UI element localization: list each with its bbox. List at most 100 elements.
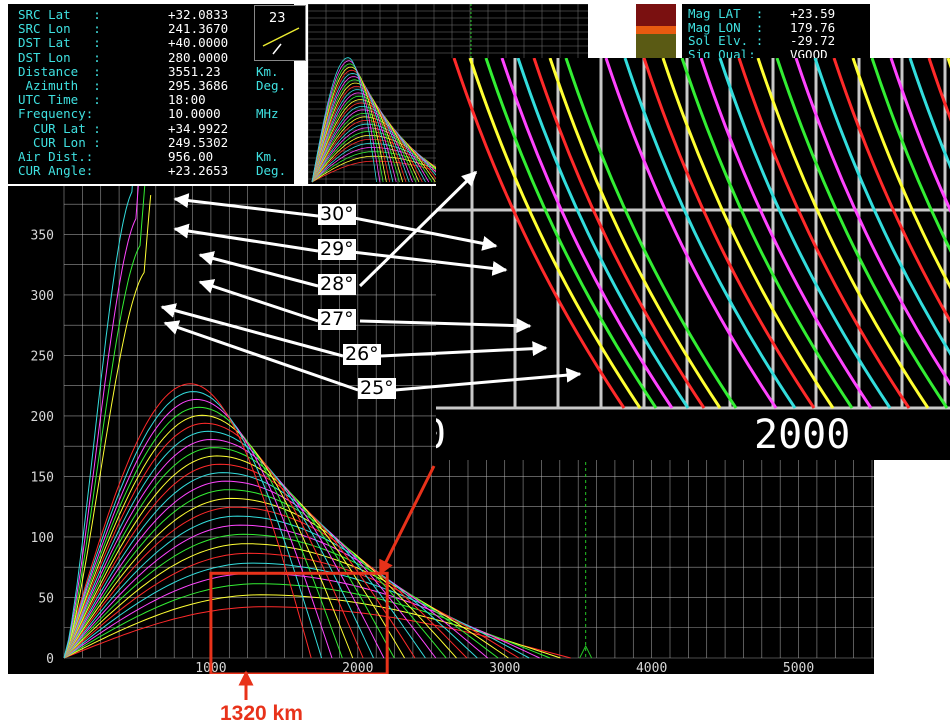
y-tick-label: 50 bbox=[38, 591, 54, 606]
angle-label-30: 30° bbox=[318, 203, 356, 225]
ray-path-21deg bbox=[63, 422, 364, 659]
ray-path-28deg bbox=[63, 186, 146, 659]
param-label: CUR Lat : bbox=[18, 120, 101, 136]
ray-path-22deg bbox=[63, 414, 354, 659]
thumb-ray bbox=[311, 127, 446, 183]
ray-path-18deg bbox=[63, 447, 395, 659]
x-tick-label: 5000 bbox=[783, 661, 814, 674]
inset-ray-path bbox=[813, 58, 950, 356]
inset-x-tick-label: 2000 bbox=[754, 412, 850, 458]
swatch-red bbox=[636, 4, 676, 26]
inset-ray-path bbox=[908, 58, 950, 170]
ray-path-19deg bbox=[63, 438, 385, 659]
param-value: 241.3670 bbox=[168, 21, 229, 37]
ray-path-10deg bbox=[63, 515, 478, 659]
x-tick-label: 2000 bbox=[342, 661, 373, 674]
inset-ray-path bbox=[775, 58, 949, 409]
ray-path-16deg bbox=[63, 463, 416, 659]
mag-value: +23.59 bbox=[790, 6, 836, 21]
ray-path-23deg bbox=[63, 406, 343, 659]
param-row: CUR Lon : 249.5302 bbox=[18, 136, 228, 149]
inset-ray-path bbox=[564, 58, 738, 409]
thumb-ray bbox=[311, 57, 377, 183]
param-label: SRC Lat : bbox=[18, 7, 101, 22]
inset-ray-path bbox=[794, 58, 950, 387]
ray-direction-icon bbox=[262, 27, 300, 55]
param-unit: MHz bbox=[256, 106, 279, 122]
thumb-ray bbox=[311, 89, 410, 183]
inset-ray-path bbox=[642, 58, 816, 409]
ray-path-11deg bbox=[63, 506, 468, 659]
mag-row: Mag LAT : +23.59 bbox=[688, 7, 835, 20]
thumb-ray bbox=[311, 79, 400, 183]
ray-path-14deg bbox=[63, 480, 437, 659]
mag-row: Sol Elv. : -29.72 bbox=[688, 33, 835, 48]
ray-path-17deg bbox=[63, 455, 406, 659]
param-value: 249.5302 bbox=[168, 134, 229, 150]
inset-ray-path bbox=[756, 58, 930, 409]
x-tick-label: 4000 bbox=[636, 661, 667, 674]
thumb-ray bbox=[311, 66, 387, 183]
skip-distance-label: 1320 km bbox=[220, 702, 303, 725]
ray-path-27deg bbox=[63, 195, 152, 659]
param-value: +23.2653 bbox=[168, 163, 229, 179]
param-unit: Km. bbox=[256, 149, 279, 164]
magnetic-info-panel: Mag LAT : +23.59 Mag LON :179.76 Sol Elv. :… bbox=[682, 4, 870, 62]
thumb-ray bbox=[311, 82, 404, 183]
ray-path-2deg bbox=[63, 594, 561, 659]
param-label: Distance : bbox=[18, 63, 101, 79]
mag-value: 179.76 bbox=[790, 19, 836, 35]
param-value: +40.0000 bbox=[168, 35, 229, 51]
param-value: 295.3686 bbox=[168, 78, 229, 93]
param-row: SRC Lon : 241.3670 bbox=[18, 21, 228, 37]
thumb-ray bbox=[311, 112, 433, 183]
param-label: Frequency: bbox=[18, 106, 94, 122]
thumb-ray bbox=[311, 63, 384, 183]
mag-value: -29.72 bbox=[790, 33, 836, 48]
swatch-orange bbox=[636, 26, 676, 34]
mag-label: Mag LON : bbox=[688, 19, 764, 35]
thumb-ray bbox=[311, 69, 391, 183]
param-label: CUR Angle: bbox=[18, 163, 94, 179]
mag-row: Mag LON : 179.76 bbox=[688, 19, 835, 35]
inset-ray-path bbox=[604, 58, 778, 409]
thumb-ray bbox=[311, 109, 430, 183]
param-value: 280.0000 bbox=[168, 49, 229, 65]
inset-x-left-tick-label: 0 bbox=[436, 412, 446, 458]
param-label: DST Lat : bbox=[18, 35, 101, 51]
param-row: CUR Angle: +23.2653 Deg. bbox=[18, 163, 286, 179]
param-unit: Deg. bbox=[256, 163, 287, 179]
thumb-ray bbox=[311, 85, 407, 183]
ray-path-30deg bbox=[63, 186, 133, 659]
angle-label-25: 25° bbox=[358, 377, 396, 399]
inset-ray-path bbox=[548, 58, 722, 409]
param-label: UTC Time : bbox=[18, 92, 101, 108]
inset-ray-path bbox=[851, 58, 950, 290]
zoom-inset-chart: 0 2000 bbox=[436, 58, 950, 460]
mag-row: Sig Qual: VGOOD bbox=[688, 48, 828, 61]
param-row: Distance : 3551.23 Km. bbox=[18, 63, 279, 79]
inset-ray-path bbox=[889, 58, 950, 213]
param-row: CUR Lat : +34.9922 bbox=[18, 120, 228, 136]
inset-ray-path bbox=[661, 58, 835, 409]
param-value: 956.00 bbox=[168, 149, 214, 164]
thumb-ray bbox=[311, 92, 413, 183]
inset-ray-path bbox=[718, 58, 892, 409]
param-label: DST Lon : bbox=[18, 49, 101, 65]
mag-label: Sol Elv. : bbox=[688, 33, 764, 48]
thumb-ray bbox=[311, 99, 420, 183]
thumb-ray bbox=[311, 76, 397, 183]
param-value: 18:00 bbox=[168, 92, 206, 108]
ray-path-8deg bbox=[63, 533, 499, 659]
elevation-angle-box: 23 bbox=[254, 5, 306, 61]
inset-ray-path bbox=[500, 58, 674, 409]
param-row: UTC Time : 18:00 bbox=[18, 92, 206, 108]
inset-ray-path bbox=[452, 58, 626, 409]
ray-path-9deg bbox=[63, 524, 489, 659]
ray-path-25deg bbox=[63, 391, 323, 659]
param-label: SRC Lon : bbox=[18, 21, 101, 37]
param-row: SRC Lat : +32.0833 bbox=[18, 7, 228, 22]
inset-ray-path bbox=[516, 58, 690, 409]
ray-path-1deg bbox=[63, 606, 571, 659]
param-row: Azimuth : 295.3686 Deg. bbox=[18, 79, 287, 92]
